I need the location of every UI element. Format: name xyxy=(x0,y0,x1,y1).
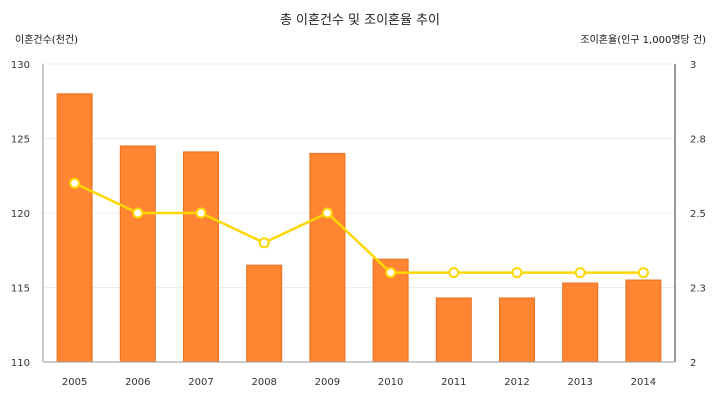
x-tick-label: 2011 xyxy=(441,377,466,388)
axes xyxy=(42,64,676,363)
rate-point-2010 xyxy=(385,267,397,279)
rate-point-2006 xyxy=(132,207,144,219)
bar-2013 xyxy=(562,282,599,363)
y-left-tick-label: 115 xyxy=(11,284,30,295)
bar-2008 xyxy=(246,264,283,363)
line-series xyxy=(69,177,649,279)
x-tick-label: 2008 xyxy=(251,377,276,388)
rate-point-2011 xyxy=(448,267,460,279)
bar-2011 xyxy=(435,297,472,363)
y-left-tick-label: 110 xyxy=(11,358,30,369)
y-right-tick-label: 2 xyxy=(690,358,696,369)
y-right-tick-label: 2.8 xyxy=(690,135,706,146)
x-tick-label: 2012 xyxy=(504,377,529,388)
y-left-tick-label: 120 xyxy=(11,209,30,220)
x-tick-label: 2014 xyxy=(631,377,656,388)
y-right-tick-label: 3 xyxy=(690,60,696,71)
y-right-axis-title: 조이혼율(인구 1,000명당 건) xyxy=(580,33,706,46)
rate-point-2014 xyxy=(637,267,649,279)
y-left-tick-label: 130 xyxy=(11,60,30,71)
tick-labels: 110 115 120 125 130 2 2.3 2.5 2.8 3 2005 2006 2007 20… xyxy=(11,60,706,388)
x-tick-label: 2013 xyxy=(567,377,592,388)
y-left-axis-title: 이혼건수(천건) xyxy=(15,33,78,46)
bar-2007 xyxy=(183,151,219,363)
y-right-tick-label: 2.3 xyxy=(690,284,706,295)
rate-point-2012 xyxy=(511,267,523,279)
x-tick-label: 2010 xyxy=(378,377,403,388)
x-tick-label: 2009 xyxy=(315,377,340,388)
bar-2009 xyxy=(309,152,346,363)
bar-2014 xyxy=(625,279,662,363)
bar-series xyxy=(56,93,662,363)
y-left-tick-label: 125 xyxy=(11,135,30,146)
bar-2012 xyxy=(499,297,535,363)
chart-title: 총 이혼건수 및 조이혼율 추이 xyxy=(280,13,440,28)
x-tick-label: 2005 xyxy=(62,377,87,388)
bar-2005 xyxy=(56,93,93,363)
y-right-tick-label: 2.5 xyxy=(690,209,706,220)
rate-line xyxy=(74,182,644,274)
rate-point-2007 xyxy=(195,207,207,219)
rate-point-2013 xyxy=(574,267,586,279)
rate-point-2008 xyxy=(258,237,270,249)
x-tick-label: 2007 xyxy=(188,377,213,388)
bar-2006 xyxy=(119,145,156,363)
rate-point-2005 xyxy=(69,177,81,189)
x-tick-label: 2006 xyxy=(125,377,150,388)
rate-point-2009 xyxy=(321,207,333,219)
